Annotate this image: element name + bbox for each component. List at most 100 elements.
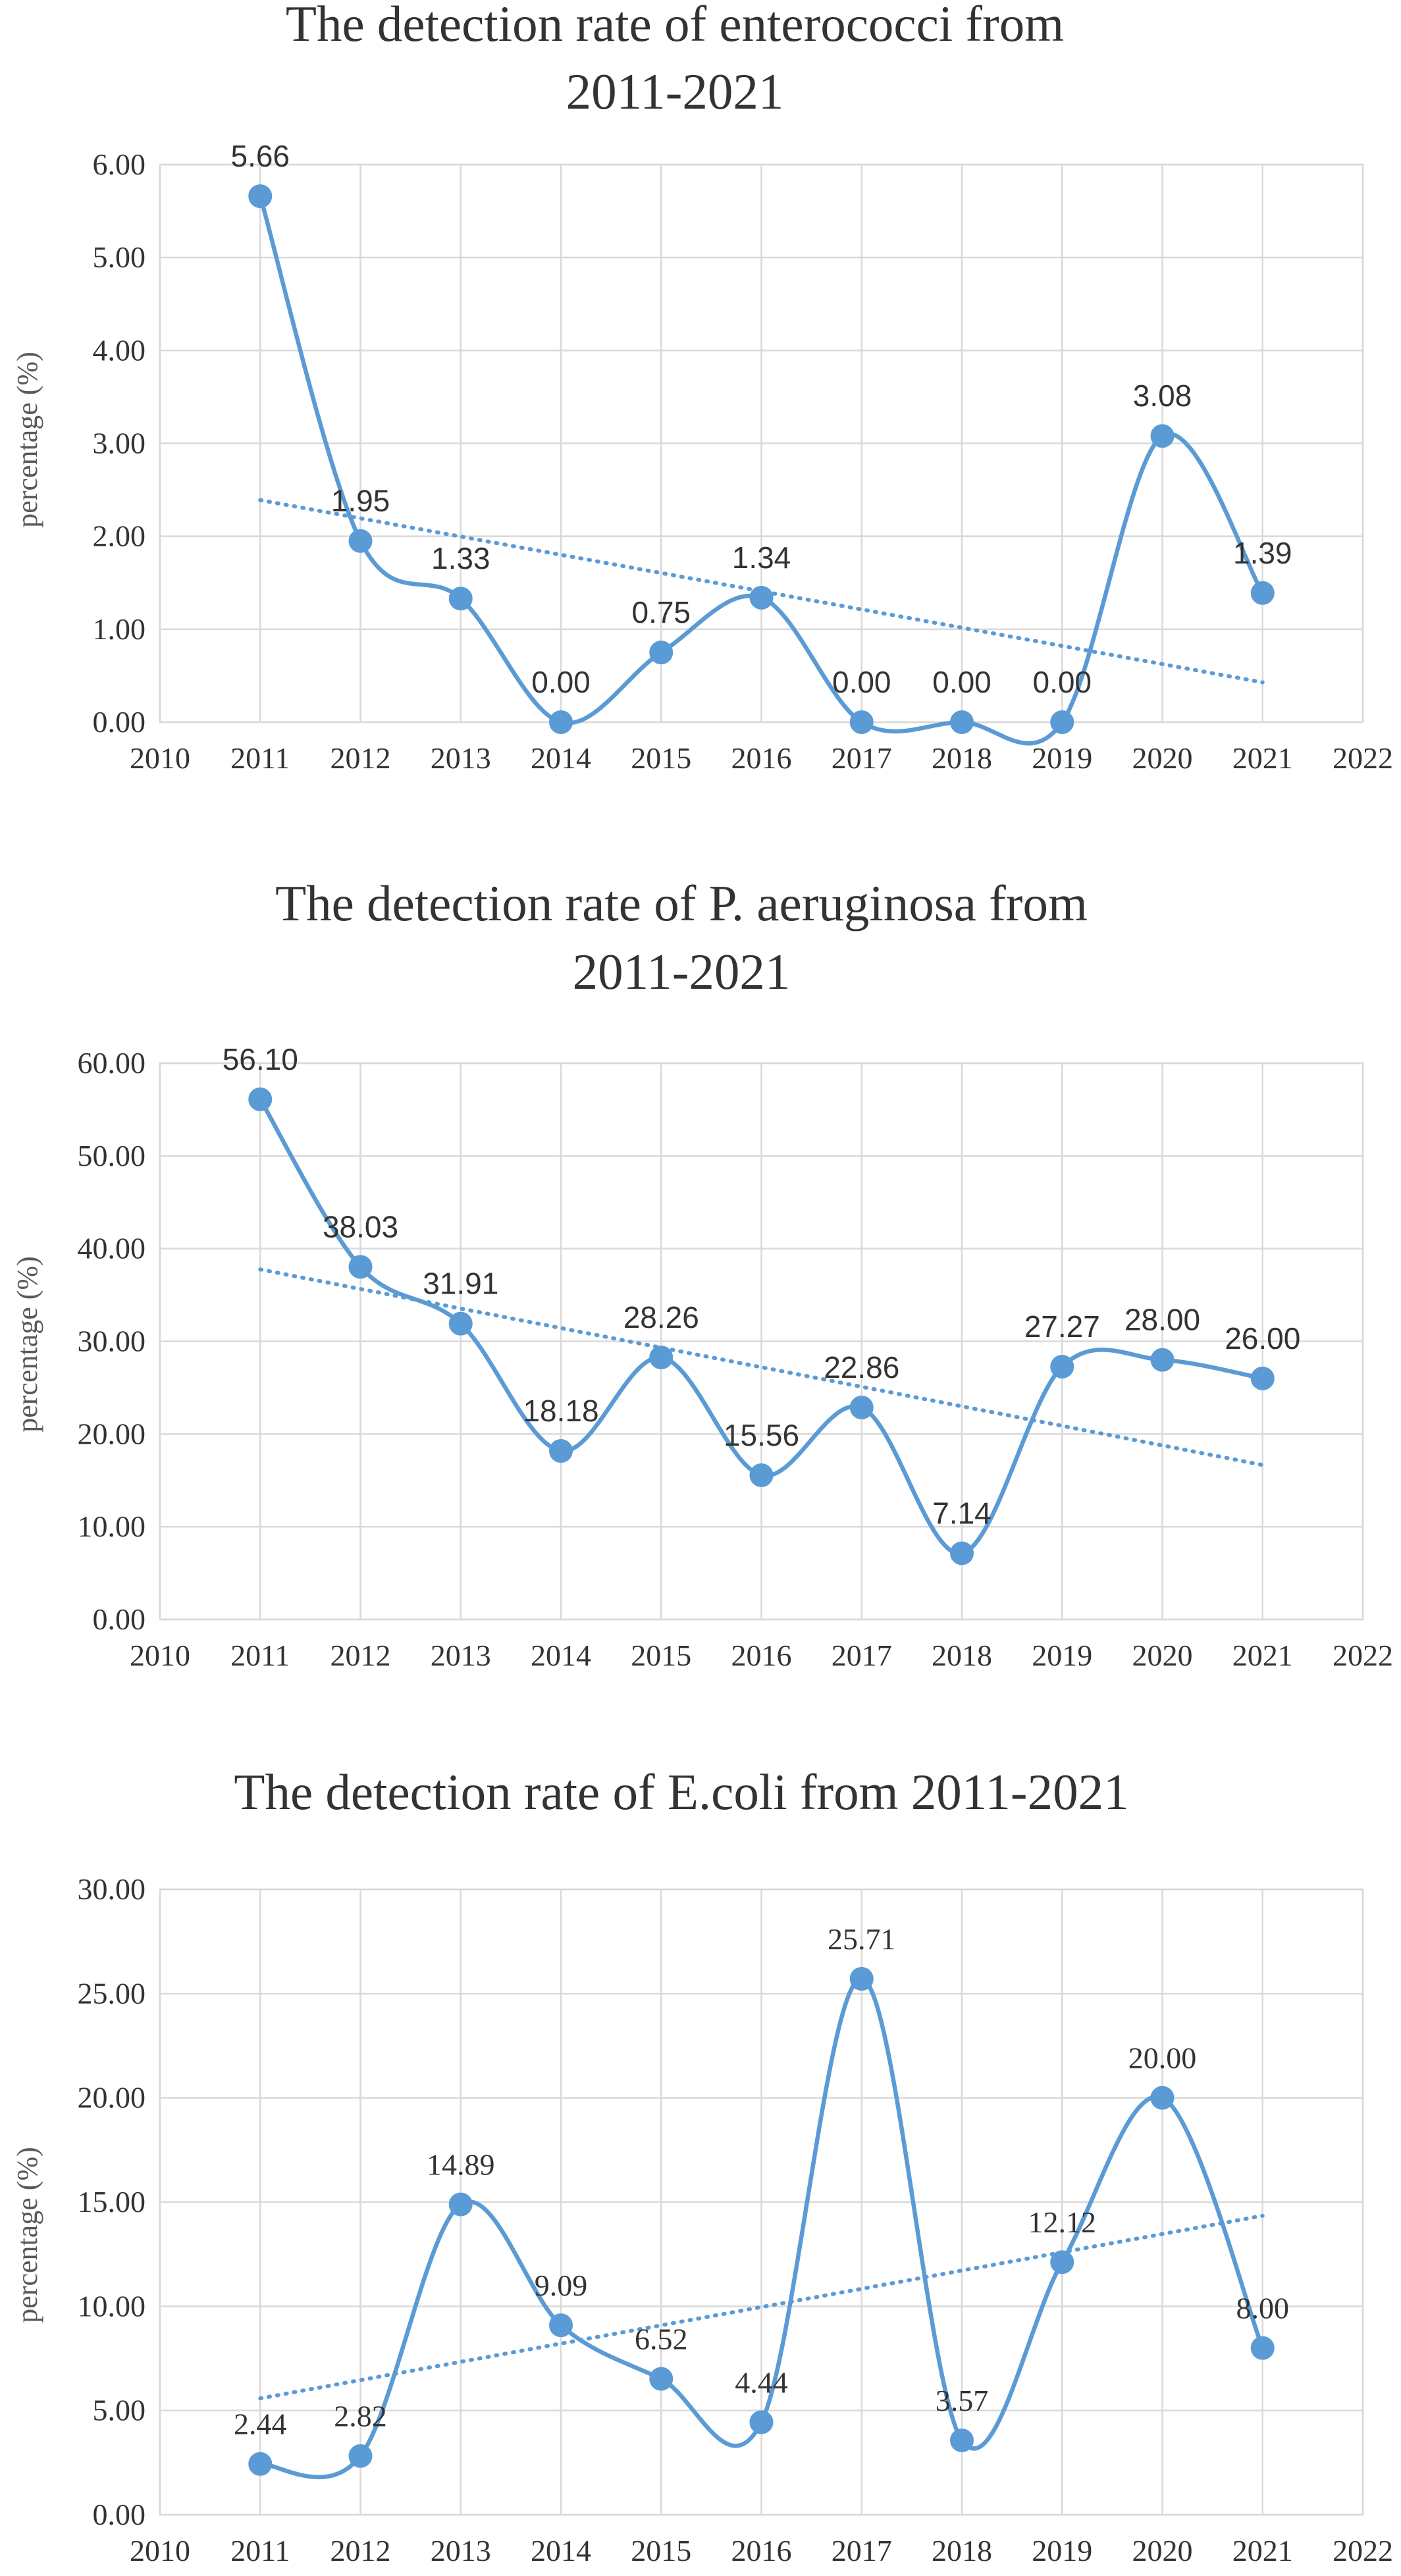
data-point-marker: [1150, 424, 1175, 448]
data-label: 1.33: [431, 541, 490, 575]
y-tick-label: 40.00: [78, 1232, 146, 1265]
x-tick-label: 2018: [932, 1639, 992, 1672]
x-tick-label: 2014: [531, 2534, 591, 2567]
data-label: 3.08: [1133, 379, 1192, 413]
data-label: 1.34: [732, 540, 791, 575]
data-point-marker: [1150, 2086, 1175, 2110]
chart-p-aeruginosa: The detection rate of P. aeruginosa from…: [11, 875, 1393, 1672]
chart-e-coli: The detection rate of E.coli from 2011-2…: [11, 1764, 1393, 2567]
y-tick-label: 1.00: [93, 612, 146, 646]
data-label: 3.57: [936, 2384, 989, 2417]
x-tick-label: 2016: [731, 741, 792, 775]
data-label: 14.89: [427, 2147, 495, 2181]
data-point-marker: [1050, 2250, 1074, 2274]
x-tick-label: 2017: [832, 741, 892, 775]
y-tick-label: 20.00: [78, 2081, 146, 2115]
data-point-marker: [549, 1438, 573, 1463]
chart-title-line-2: 2011-2021: [566, 63, 784, 120]
marker-group: [248, 1966, 1275, 2476]
y-tick-label: 25.00: [78, 1976, 146, 2010]
x-tick-label: 2010: [130, 2534, 190, 2567]
data-point-marker: [849, 1396, 874, 1420]
data-point-marker: [649, 1346, 674, 1370]
x-tick-label: 2022: [1333, 741, 1393, 775]
y-tick-labels: 0.00 10.00 20.00 30.00 40.00 50.00 60.00: [78, 1046, 146, 1636]
data-label-group: 56.10 38.03 31.91 18.18 28.26 15.56 22.86 7.14 2…: [223, 1042, 1301, 1531]
data-label: 12.12: [1028, 2205, 1097, 2239]
y-tick-label: 10.00: [78, 1510, 146, 1543]
plot-area: [159, 1062, 1364, 1621]
x-tick-label: 2021: [1232, 741, 1293, 775]
data-label: 5.66: [230, 139, 290, 173]
data-point-marker: [749, 585, 774, 610]
y-tick-label: 0.00: [93, 2498, 146, 2531]
x-tick-labels: 2010 2011 2012 2013 2014 2015 2016 2017 2018 2019…: [130, 1639, 1393, 1672]
y-tick-label: 30.00: [78, 1872, 146, 1906]
x-tick-label: 2013: [431, 2534, 491, 2567]
x-tick-label: 2020: [1132, 741, 1193, 775]
data-label-group: 2.44 2.82 14.89 9.09 6.52 4.44 25.71 3.57 12.12 2…: [234, 1922, 1289, 2441]
y-tick-label: 0.00: [93, 1602, 146, 1636]
x-tick-label: 2015: [631, 741, 691, 775]
x-tick-label: 2011: [230, 2534, 290, 2567]
y-axis-title: percentage (%): [11, 1256, 43, 1432]
x-tick-label: 2011: [230, 741, 290, 775]
data-label: 0.00: [932, 665, 991, 699]
x-tick-label: 2010: [130, 1639, 190, 1672]
marker-group: [248, 184, 1275, 734]
data-label: 38.03: [323, 1209, 398, 1244]
data-point-marker: [849, 1966, 874, 1991]
data-label: 0.00: [832, 665, 891, 699]
data-point-marker: [549, 2313, 573, 2338]
data-label: 27.27: [1024, 1309, 1100, 1344]
gridlines: [159, 1062, 1364, 1621]
linear-trendline: [258, 498, 1265, 685]
data-label: 22.86: [824, 1350, 899, 1384]
chart-enterococci: The detection rate of enterococci from 2…: [11, 0, 1393, 775]
data-point-marker: [348, 2444, 373, 2468]
data-label-group: 5.66 1.95 1.33 0.00 0.75 1.34 0.00 0.00 0.00 3.08…: [230, 139, 1292, 699]
x-tick-label: 2020: [1132, 1639, 1193, 1672]
data-label: 20.00: [1128, 2041, 1197, 2075]
x-tick-label: 2022: [1333, 2534, 1393, 2567]
y-tick-label: 5.00: [93, 240, 146, 274]
x-tick-label: 2016: [731, 1639, 792, 1672]
data-point-marker: [749, 2410, 774, 2434]
x-tick-label: 2013: [431, 741, 491, 775]
chart-title-line-1: The detection rate of E.coli from 2011-2…: [234, 1764, 1128, 1820]
y-axis-title: percentage (%): [11, 2147, 43, 2323]
data-point-marker: [1250, 581, 1275, 605]
x-tick-label: 2013: [431, 1639, 491, 1672]
linear-trendline: [258, 2213, 1265, 2401]
trendline-group: [258, 2213, 1265, 2401]
data-point-marker: [649, 641, 674, 665]
y-tick-label: 6.00: [93, 147, 146, 181]
data-label: 2.82: [334, 2400, 387, 2433]
x-tick-label: 2015: [631, 1639, 691, 1672]
data-point-marker: [248, 184, 273, 208]
x-tick-label: 2021: [1232, 2534, 1293, 2567]
x-tick-label: 2019: [1032, 741, 1092, 775]
data-label: 1.39: [1233, 536, 1292, 570]
x-tick-label: 2022: [1333, 1639, 1393, 1672]
data-label: 1.95: [331, 484, 390, 518]
data-label: 28.00: [1124, 1303, 1200, 1337]
data-point-marker: [749, 1463, 774, 1487]
y-tick-label: 20.00: [78, 1417, 146, 1450]
x-tick-label: 2012: [330, 1639, 391, 1672]
chart-title-line-2: 2011-2021: [573, 943, 791, 1000]
marker-group: [248, 1087, 1275, 1565]
data-point-marker: [1150, 1348, 1175, 1372]
data-label: 31.91: [423, 1267, 498, 1301]
data-label: 7.14: [932, 1496, 991, 1530]
data-point-marker: [348, 1255, 373, 1279]
data-point-marker: [1250, 2336, 1275, 2360]
gridlines: [159, 163, 1364, 723]
chart-title-line-1: The detection rate of P. aeruginosa from: [275, 875, 1088, 932]
x-tick-label: 2017: [832, 1639, 892, 1672]
x-tick-label: 2011: [230, 1639, 290, 1672]
data-point-marker: [448, 2192, 473, 2217]
y-tick-label: 0.00: [93, 705, 146, 739]
data-point-marker: [1050, 710, 1074, 734]
